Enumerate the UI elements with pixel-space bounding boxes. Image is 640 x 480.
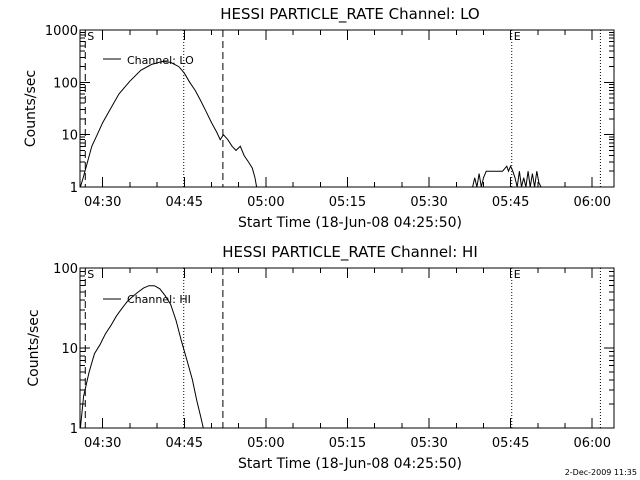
x-tick-label: 05:00 [247,195,284,210]
x-tick-label: 04:30 [84,436,121,451]
footer-timestamp: 2-Dec-2009 11:35 [565,468,637,477]
x-tick-label: 05:45 [492,436,529,451]
x-tick-label: 04:45 [166,436,203,451]
y-tick-label: 1000 [45,24,78,39]
y-tick-label: 1 [70,181,78,196]
x-tick-label: 05:30 [410,436,447,451]
x-tick-label: 05:15 [329,195,366,210]
panel-lo: HESSI PARTICLE_RATE Channel: LO Start Ti… [23,5,615,231]
data-series [79,60,542,188]
y-tick-label: 100 [53,262,78,277]
x-tick-label: 04:45 [166,195,203,210]
x-tick-label: 04:30 [84,195,121,210]
y-tick-label: 100 [53,76,78,91]
x-tick-label: 06:00 [574,195,611,210]
legend-label: Channel: LO [127,54,194,67]
x-tick-label: 05:30 [410,195,447,210]
marker-label: E [514,268,521,281]
x-tick-label: 05:45 [492,195,529,210]
y-axis-label: Counts/sec [23,70,39,147]
y-tick-label: 10 [61,129,78,144]
y-tick-label: 1 [70,422,78,437]
x-tick-label: 05:15 [329,436,366,451]
axis-ticks: 1 10 100 04:30 04:45 05:00 05:15 05:30 05:45 06:0… [53,262,614,451]
data-series [79,285,204,429]
marker-label: E [514,30,521,43]
x-axis-label: Start Time (18-Jun-08 04:25:50) [238,456,462,472]
marker-label: S [87,268,94,281]
series-line-1 [79,285,204,429]
y-axis-label: Counts/sec [26,309,42,386]
panel-hi: HESSI PARTICLE_RATE Channel: HI Start Ti… [26,243,615,472]
y-tick-label: 10 [61,342,78,357]
x-tick-label: 06:00 [574,436,611,451]
series-line-2 [472,164,542,188]
chart-title: HESSI PARTICLE_RATE Channel: LO [220,5,479,24]
axis-ticks: 1 10 100 1000 04:30 04:45 05:00 05:15 05:30 05:45… [45,24,614,210]
legend-label: Channel: HI [127,293,191,306]
series-line-1 [79,60,258,188]
marker-label: S [87,30,94,43]
chart-title: HESSI PARTICLE_RATE Channel: HI [222,243,478,262]
x-tick-label: 05:00 [247,436,284,451]
plot-frame [79,267,615,429]
x-axis-label: Start Time (18-Jun-08 04:25:50) [238,215,462,231]
